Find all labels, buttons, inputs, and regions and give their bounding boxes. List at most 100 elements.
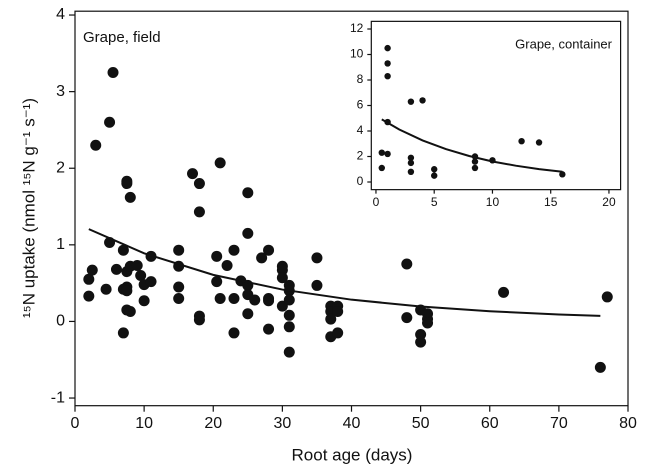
data-point [431, 172, 438, 179]
x-tick-label: 5 [431, 195, 438, 209]
trend-line [381, 118, 563, 173]
data-point [117, 327, 129, 339]
data-point [256, 252, 268, 264]
data-point [83, 273, 95, 285]
data-point [107, 66, 119, 78]
data-point [187, 168, 199, 180]
data-point [378, 164, 385, 172]
data-point [407, 168, 415, 175]
data-point [325, 313, 337, 325]
data-point [211, 276, 223, 288]
x-tick-label: 10 [135, 415, 153, 432]
data-point [211, 250, 223, 262]
data-point [384, 44, 391, 52]
data-point [283, 309, 295, 321]
x-tick-label: 80 [619, 415, 637, 432]
data-point [131, 260, 143, 272]
data-point [311, 279, 323, 291]
data-point [419, 97, 426, 104]
data-point [228, 327, 240, 339]
data-point [193, 314, 205, 326]
data-point [601, 291, 613, 303]
data-point [384, 150, 391, 158]
data-point [193, 206, 205, 218]
x-tick-label: 70 [550, 415, 568, 432]
trend-line [88, 228, 601, 317]
y-tick-label: 10 [350, 47, 364, 61]
x-tick-label: 20 [204, 415, 222, 432]
data-point [283, 346, 295, 358]
data-point [249, 294, 261, 306]
x-tick-label: 20 [602, 195, 616, 209]
data-point [90, 139, 102, 151]
y-tick-label: 6 [357, 98, 364, 112]
data-point [431, 166, 438, 173]
data-point [311, 252, 323, 264]
data-point [415, 328, 427, 340]
data-point [86, 264, 98, 276]
data-point [228, 292, 240, 304]
x-axis-label: Root age (days) [292, 445, 413, 464]
data-point [214, 292, 226, 304]
data-point [407, 154, 415, 161]
y-tick-label: 0 [56, 313, 65, 330]
y-tick-label: -1 [51, 389, 65, 406]
data-point [422, 317, 434, 329]
data-point [407, 159, 415, 167]
x-tick-label: 40 [343, 415, 361, 432]
data-point [378, 149, 385, 156]
y-tick-label: 4 [56, 6, 65, 23]
data-point [242, 227, 254, 239]
data-point [124, 305, 136, 317]
data-point [384, 72, 391, 80]
chart-annotation: Grape, container [515, 36, 613, 51]
data-point [121, 285, 133, 297]
data-point [138, 295, 150, 307]
data-point [559, 171, 566, 178]
data-point [263, 323, 275, 335]
x-tick-label: 0 [71, 415, 80, 432]
data-point [276, 272, 288, 284]
data-point [214, 157, 226, 169]
data-point [407, 98, 415, 105]
data-point [594, 361, 606, 373]
data-point [193, 178, 205, 190]
y-tick-label: 4 [357, 123, 364, 137]
data-point [263, 244, 275, 256]
y-tick-label: 1 [56, 236, 65, 253]
y-tick-label: 3 [56, 83, 65, 100]
data-point [124, 191, 136, 203]
data-point [535, 139, 543, 146]
chart-annotation: Grape, field [83, 29, 161, 46]
data-point [117, 244, 129, 256]
data-point [242, 187, 254, 199]
x-tick-label: 30 [273, 415, 291, 432]
data-point [332, 305, 344, 317]
data-point [135, 269, 147, 281]
data-point [283, 321, 295, 333]
data-point [83, 290, 95, 302]
data-point [263, 295, 275, 307]
x-tick-label: 0 [373, 195, 380, 209]
y-axis-label: ¹⁵N uptake (nmol ¹⁵N g⁻¹ s⁻¹) [19, 98, 38, 318]
y-tick-label: 12 [350, 21, 364, 35]
data-point [276, 264, 288, 276]
y-tick-label: 0 [357, 174, 364, 188]
data-point [173, 292, 185, 304]
data-point [110, 263, 122, 275]
data-point [173, 281, 185, 293]
data-point [121, 175, 133, 187]
data-point [401, 312, 413, 324]
x-tick-label: 60 [481, 415, 499, 432]
data-point [401, 258, 413, 270]
data-point [221, 260, 233, 272]
data-point [173, 244, 185, 256]
data-point [104, 116, 116, 128]
data-point [518, 138, 525, 145]
x-tick-label: 10 [486, 195, 500, 209]
x-tick-label: 50 [412, 415, 430, 432]
x-tick-label: 15 [544, 195, 558, 209]
data-point [100, 283, 112, 295]
data-point [228, 244, 240, 256]
